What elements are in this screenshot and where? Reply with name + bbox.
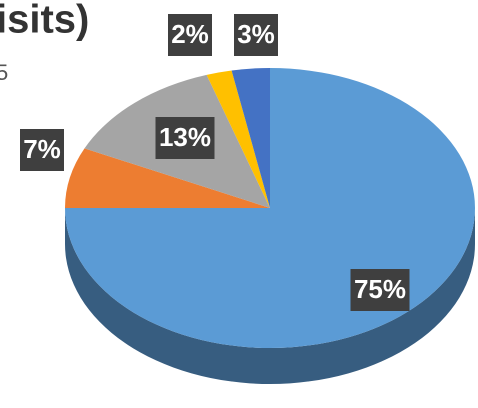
data-label-box [350,269,410,311]
labels: 75% 7% 13% 2% 3% [20,14,410,311]
chart-title: isits) [0,0,89,42]
data-label: 3% [237,19,275,49]
pie [65,68,475,384]
data-label-box [168,14,212,56]
data-label: 13% [159,122,211,152]
slice [65,148,270,208]
data-label-box [20,129,64,171]
data-label: 75% [354,274,406,304]
chart-subtitle: 5 [0,60,8,85]
slice-side [65,208,475,384]
slice [206,70,270,208]
slice [231,68,270,208]
data-label: 7% [23,134,61,164]
data-label-box [234,14,278,56]
data-label-box [155,117,215,159]
data-label: 2% [171,19,209,49]
